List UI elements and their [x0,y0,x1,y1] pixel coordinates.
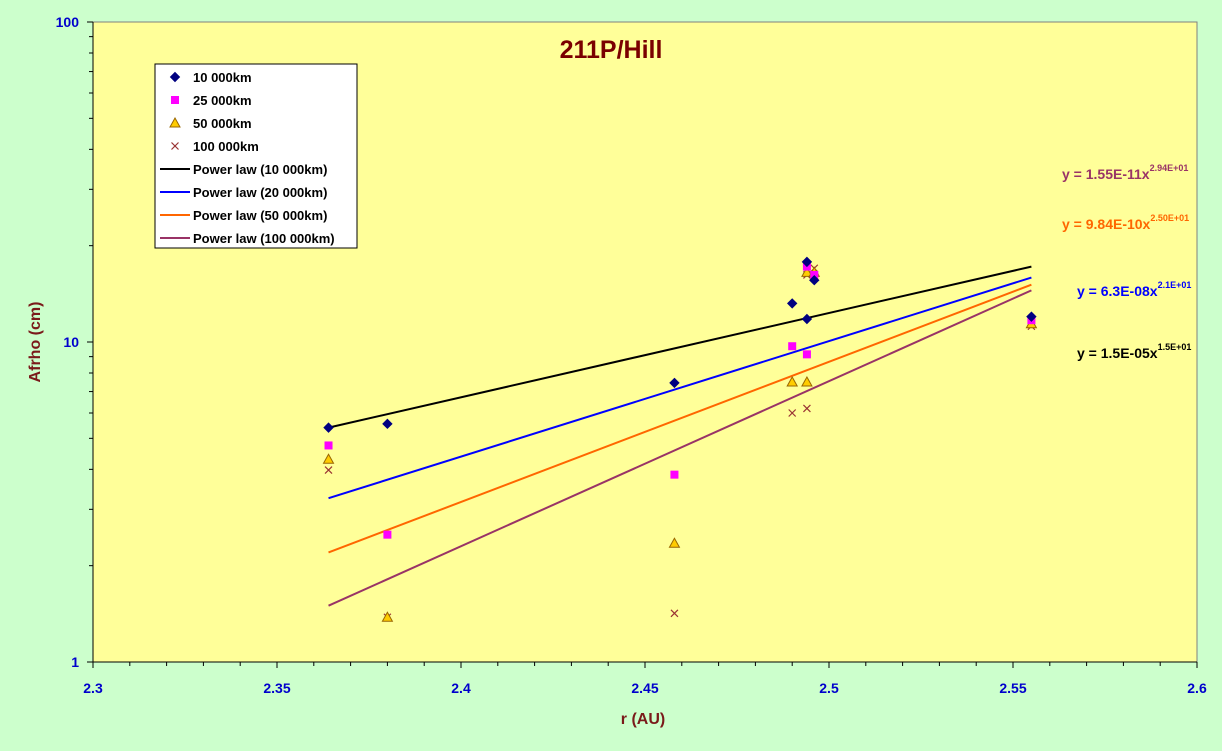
trendline-equation: y = 1.55E-11x2.94E+01 [1062,163,1188,182]
x-tick-label: 2.35 [263,680,290,696]
data-point [670,609,679,618]
data-points [322,256,1038,622]
x-tick-label: 2.6 [1187,680,1207,696]
axes: 2.3 2.35 2.4 2.45 2.5 2.55 2.6 1 10 100 [56,14,1207,696]
data-point [383,530,392,539]
legend-marker [171,96,179,104]
legend-label: Power law (100 000km) [193,231,335,246]
x-tick-label: 2.55 [999,680,1026,696]
trendline [328,276,1032,500]
data-point [670,470,679,479]
trendlines [328,265,1032,607]
legend-label: 50 000km [193,116,252,131]
data-point [801,256,813,268]
trendline-equation: y = 1.5E-05x1.5E+01 [1077,342,1191,361]
chart-title: 211P/Hill [560,36,663,64]
trendline-equation: y = 6.3E-08x2.1E+01 [1077,280,1191,299]
x-tick-label: 2.3 [83,680,103,696]
legend-marker [169,116,181,128]
y-tick-label: 1 [71,654,79,670]
trendline-equations: y = 1.55E-11x2.94E+01 y = 9.84E-10x2.50E+… [1062,163,1191,361]
data-point [382,418,393,430]
data-point [786,375,799,387]
data-point [809,274,820,286]
legend-box [154,63,358,249]
legend-label: Power law (20 000km) [193,185,327,200]
legend-label: Power law (50 000km) [193,208,327,223]
data-point [810,270,819,279]
data-point [1026,311,1037,322]
trendline [328,265,1032,429]
x-tick-label: 2.5 [819,680,839,696]
data-point [786,298,798,309]
data-point [788,342,797,351]
legend-label: 100 000km [193,139,259,154]
data-point [801,313,813,325]
data-point [801,375,813,387]
y-axis-title: Afrho (cm) [27,302,44,383]
x-tick-label: 2.4 [451,680,471,696]
trendline [328,289,1032,607]
legend-marker [171,142,179,150]
data-point [381,611,394,622]
data-point [323,422,334,433]
legend: 10 000km 25 000km 50 000km 100 000km Power l… [154,63,358,249]
legend-marker [169,71,181,83]
y-tick-label: 100 [56,14,80,30]
data-point [802,350,811,359]
data-point [802,404,811,413]
data-point [669,377,680,389]
data-point [801,266,813,277]
data-point [668,537,681,548]
data-point [322,453,335,464]
legend-label: 25 000km [193,93,252,108]
trendline-equation: y = 9.84E-10x2.50E+01 [1062,213,1189,232]
data-point [324,466,333,474]
x-axis-title: r (AU) [621,711,665,728]
x-tick-label: 2.45 [631,680,658,696]
legend-label: 10 000km [193,70,252,85]
data-point [788,409,797,417]
legend-label: Power law (10 000km) [193,162,327,177]
y-tick-label: 10 [63,334,79,350]
trendline [328,283,1032,554]
data-point [324,441,333,450]
